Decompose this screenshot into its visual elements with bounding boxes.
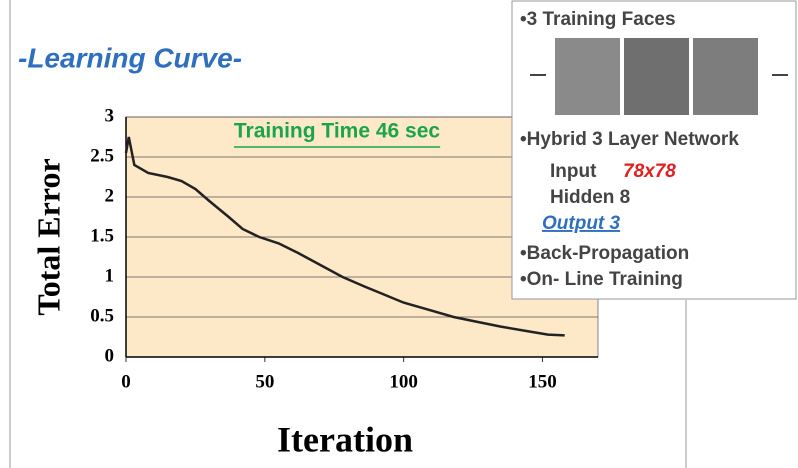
info-text: Input <box>550 161 597 182</box>
x-tick-label: 50 <box>255 371 274 392</box>
curve <box>124 136 565 337</box>
info-box: •3 Training Faces •Hybrid 3 Layer Networ… <box>511 0 797 300</box>
y-tick-label: 0.5 <box>90 305 114 326</box>
info-text: •Hybrid 3 Layer Network <box>520 129 739 150</box>
x-tick-label: 100 <box>389 371 418 392</box>
y-tick-label: 2 <box>105 185 115 206</box>
chart-title: -Learning Curve- <box>18 42 242 73</box>
y-tick-label: 3 <box>105 105 115 126</box>
face-image <box>555 38 620 115</box>
y-tick-label: 0 <box>105 345 115 366</box>
info-text: Hidden 8 <box>550 187 630 208</box>
x-tick-label: 0 <box>121 371 131 392</box>
info-text: •On- Line Training <box>520 269 683 290</box>
x-tick-label: 150 <box>528 371 557 392</box>
info-text: •3 Training Faces <box>520 9 676 30</box>
info-text: 78x78 <box>623 161 676 182</box>
face-image <box>693 38 758 115</box>
y-axis-label: Total Error <box>30 158 66 315</box>
x-axis-label: Iteration <box>277 419 413 459</box>
info-text: •Back-Propagation <box>520 243 689 264</box>
face-image <box>624 38 689 115</box>
y-tick-label: 1 <box>105 265 115 286</box>
y-tick-label: 1.5 <box>90 225 114 246</box>
info-text: Output 3 <box>542 213 621 234</box>
annotation: Training Time 46 sec <box>234 120 441 143</box>
y-tick-label: 2.5 <box>90 145 114 166</box>
